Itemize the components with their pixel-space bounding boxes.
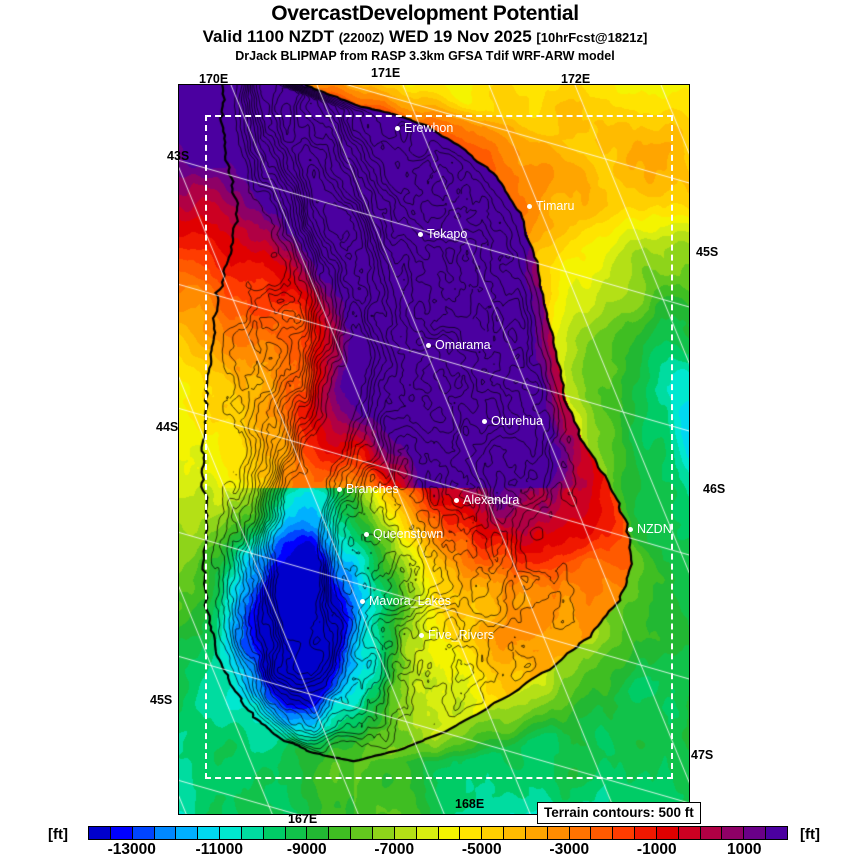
colorbar-swatch bbox=[591, 827, 614, 839]
colorbar-swatch bbox=[504, 827, 526, 839]
colorbar-tick: -1000 bbox=[636, 841, 677, 858]
colorbar-swatch bbox=[744, 827, 767, 839]
forecast-tag: [10hrFcst@1821z] bbox=[536, 30, 648, 45]
valid-prefix: Valid 1100 NZDT bbox=[202, 27, 334, 46]
header-block: OvercastDevelopment Potential Valid 1100… bbox=[0, 2, 850, 65]
colorbar-swatch bbox=[307, 827, 330, 839]
colorbar-swatch bbox=[460, 827, 483, 839]
colorbar-swatch bbox=[110, 827, 133, 839]
coordinate-label: 170E bbox=[199, 72, 229, 86]
page-title: OvercastDevelopment Potential bbox=[271, 2, 579, 25]
colorbar-tick: -13000 bbox=[107, 841, 156, 858]
colorbar-swatch bbox=[766, 827, 787, 839]
colorbar-swatch bbox=[351, 827, 373, 839]
colorbar-swatch bbox=[635, 827, 657, 839]
coordinate-label: 43S bbox=[167, 149, 190, 163]
valid-time-line: Valid 1100 NZDT (2200Z) WED 19 Nov 2025 … bbox=[0, 26, 850, 48]
colorbar-swatch bbox=[394, 827, 417, 839]
colorbar-swatch bbox=[285, 827, 308, 839]
coordinate-label: 45S bbox=[150, 693, 173, 707]
colorbar-swatch bbox=[656, 827, 679, 839]
colorbar-tick: 1000 bbox=[727, 841, 762, 858]
colorbar-swatch bbox=[89, 827, 111, 839]
colorbar-tick: -9000 bbox=[286, 841, 327, 858]
colorbar-swatch bbox=[241, 827, 264, 839]
colorbar-tick: -11000 bbox=[195, 841, 243, 858]
colorbar-tick: -5000 bbox=[461, 841, 502, 858]
colorbar-gradient bbox=[88, 826, 788, 840]
colorbar: [ft] [ft] -13000 -11000 -9000 -7000 -5000 -30… bbox=[0, 824, 850, 860]
colorbar-swatch bbox=[722, 827, 745, 839]
colorbar-swatch bbox=[438, 827, 461, 839]
colorbar-swatch bbox=[132, 827, 155, 839]
coordinate-label: 172E bbox=[561, 72, 591, 86]
terrain-contour-legend: Terrain contours: 500 ft bbox=[537, 802, 701, 824]
forecast-map[interactable] bbox=[178, 84, 690, 815]
colorbar-swatch bbox=[678, 827, 701, 839]
coordinate-label: 44S bbox=[156, 420, 179, 434]
colorbar-tick: -3000 bbox=[549, 841, 590, 858]
colorbar-unit-left: [ft] bbox=[48, 826, 68, 843]
colorbar-tick-labels: -13000 -11000 -9000 -7000 -5000 -3000 -1000 100… bbox=[0, 841, 850, 861]
colorbar-swatch bbox=[569, 827, 592, 839]
colorbar-swatch bbox=[525, 827, 548, 839]
colorbar-swatch bbox=[154, 827, 177, 839]
colorbar-swatch bbox=[416, 827, 439, 839]
coordinate-label: 47S bbox=[691, 748, 714, 762]
coordinate-label: 46S bbox=[703, 482, 726, 496]
colorbar-swatch bbox=[482, 827, 505, 839]
map-raster bbox=[179, 85, 689, 814]
colorbar-swatch bbox=[176, 827, 199, 839]
coordinate-label: 168E bbox=[455, 797, 485, 811]
colorbar-swatch bbox=[700, 827, 723, 839]
colorbar-swatch bbox=[263, 827, 286, 839]
model-source-line: DrJack BLIPMAP from RASP 3.3km GFSA Tdif… bbox=[235, 49, 615, 63]
valid-utc: (2200Z) bbox=[338, 30, 385, 45]
colorbar-swatch bbox=[329, 827, 352, 839]
coordinate-label: 45S bbox=[696, 245, 719, 259]
coordinate-label: 167E bbox=[288, 812, 318, 826]
valid-date: WED 19 Nov 2025 bbox=[388, 27, 532, 46]
colorbar-swatch bbox=[198, 827, 221, 839]
colorbar-swatch bbox=[220, 827, 242, 839]
coordinate-label: 171E bbox=[371, 66, 401, 80]
colorbar-swatch bbox=[372, 827, 395, 839]
colorbar-unit-right: [ft] bbox=[800, 826, 820, 843]
colorbar-tick: -7000 bbox=[374, 841, 415, 858]
colorbar-swatch bbox=[547, 827, 570, 839]
colorbar-swatch bbox=[613, 827, 636, 839]
